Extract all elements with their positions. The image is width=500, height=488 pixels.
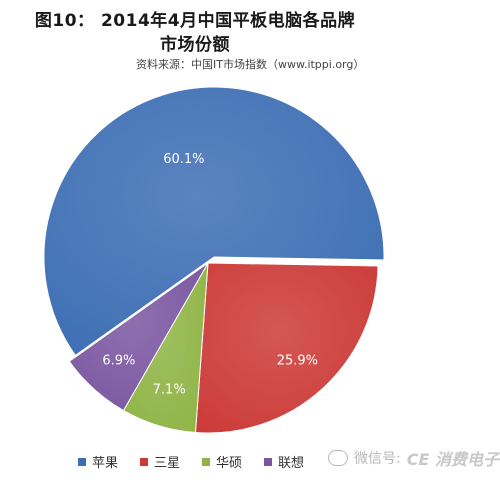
pie-slice-apple xyxy=(43,86,385,357)
pie-label-lenovo: 6.9% xyxy=(102,354,135,369)
watermark-text: 微信号: xyxy=(354,451,401,467)
pie-chart: 25.9% 7.1% 6.9% 60.1% xyxy=(43,86,385,434)
legend-swatch-samsung xyxy=(140,457,149,466)
legend-swatch-asus xyxy=(202,457,211,466)
legend-label-samsung: 三星 xyxy=(154,456,181,471)
wechat-icon xyxy=(328,450,348,466)
legend-label-asus: 华硕 xyxy=(216,456,243,471)
legend-swatch-lenovo xyxy=(264,457,273,466)
chart-source: 资料来源：中国IT市场指数（www.itppi.org） xyxy=(136,58,365,71)
pie-label-samsung: 25.9% xyxy=(277,353,318,368)
pie-label-asus: 7.1% xyxy=(153,382,186,397)
legend-item-apple: 苹果 xyxy=(78,452,118,471)
pie-slice-samsung xyxy=(194,262,379,434)
legend-label-apple: 苹果 xyxy=(92,456,119,471)
pie-slice-lenovo xyxy=(68,262,209,412)
chart-title-line-1: 图10： 2014年4月中国平板电脑各品牌 xyxy=(34,11,356,31)
watermark: 微信号: CE 消费电子 xyxy=(328,446,499,470)
legend-item-lenovo: 联想 xyxy=(264,452,304,471)
watermark-brand: CE 消费电子 xyxy=(406,450,499,469)
legend-swatch-apple xyxy=(78,457,86,466)
chart-title-line-2: 市场份额 xyxy=(160,35,230,55)
legend-item-samsung: 三星 xyxy=(140,452,180,471)
pie-label-apple: 60.1% xyxy=(163,152,204,167)
legend-label-lenovo: 联想 xyxy=(278,456,305,471)
chart-legend: 苹果 三星 华硕 联想 xyxy=(78,452,304,471)
legend-item-asus: 华硕 xyxy=(202,452,242,471)
